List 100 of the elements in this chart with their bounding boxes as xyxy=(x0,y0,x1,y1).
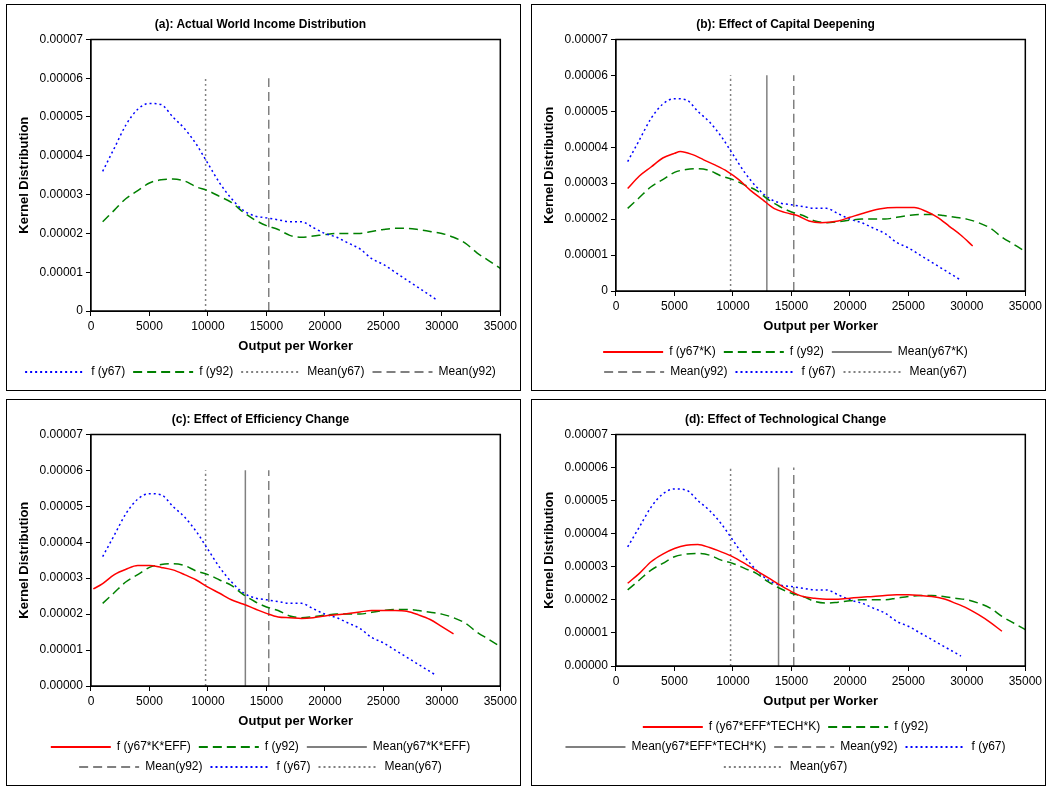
y-tick-label: 0.00002 xyxy=(39,225,84,240)
y-tick-label: 0.00006 xyxy=(564,67,609,82)
line-series xyxy=(626,552,1026,631)
x-tick-label: 25000 xyxy=(891,298,926,313)
y-axis-title: Kernel Distribution xyxy=(541,106,557,224)
y-axis-title: Kernel Distribution xyxy=(16,116,32,234)
x-tick-label: 30000 xyxy=(950,673,984,688)
x-tick-label: 5000 xyxy=(661,673,689,688)
legend-label: f (y67*K*EFF) xyxy=(116,739,191,754)
legend-label: f (y92) xyxy=(264,739,299,754)
line-series xyxy=(92,564,455,635)
chart-title: (c): Effect of Efficiency Change xyxy=(171,411,350,426)
legend-label: f (y92) xyxy=(789,344,824,359)
x-axis-title: Output per Worker xyxy=(238,712,353,728)
x-tick-label: 35000 xyxy=(483,693,518,708)
line-series xyxy=(101,178,501,270)
x-tick-label: 20000 xyxy=(833,673,867,688)
y-tick-label: 0.00003 xyxy=(39,570,84,585)
x-tick-label: 5000 xyxy=(661,298,689,313)
y-tick-label: 0.00003 xyxy=(564,559,609,574)
y-tick-label: 0.00000 xyxy=(564,658,609,673)
legend-label: f (y67) xyxy=(91,364,126,379)
x-tick-label: 5000 xyxy=(136,693,164,708)
x-tick-label: 35000 xyxy=(483,318,518,333)
legend-label: Mean(y67*K*EFF) xyxy=(372,739,471,754)
legend-label: Mean(y67*EFF*TECH*K) xyxy=(631,739,767,754)
x-tick-label: 15000 xyxy=(774,673,809,688)
x-axis-title: Output per Worker xyxy=(238,337,353,353)
x-tick-label: 15000 xyxy=(774,298,809,313)
y-axis-title: Kernel Distribution xyxy=(541,491,557,609)
x-tick-label: 15000 xyxy=(249,318,284,333)
x-tick-label: 0 xyxy=(87,318,95,333)
line-series xyxy=(626,97,962,281)
y-tick-label: 0.00003 xyxy=(564,175,609,190)
legend-label: Mean(y92) xyxy=(840,739,898,754)
y-tick-label: 0.00001 xyxy=(564,247,609,262)
y-tick-label: 0.00006 xyxy=(39,462,84,477)
x-tick-label: 5000 xyxy=(136,318,164,333)
legend-label: f (y92) xyxy=(894,719,929,734)
y-tick-label: 0.00006 xyxy=(564,459,609,474)
chart-title: (b): Effect of Capital Deepening xyxy=(696,16,875,31)
line-series xyxy=(101,102,437,301)
x-tick-label: 30000 xyxy=(950,298,984,313)
x-tick-label: 35000 xyxy=(1008,298,1043,313)
line-series xyxy=(626,543,1003,633)
x-tick-label: 10000 xyxy=(716,298,750,313)
chart-title: (d): Effect of Technological Change xyxy=(684,411,887,426)
y-tick-label: 0.00001 xyxy=(564,625,609,640)
y-tick-label: 0.00000 xyxy=(39,678,84,693)
x-tick-label: 20000 xyxy=(308,693,342,708)
y-tick-label: 0.00005 xyxy=(564,492,609,507)
x-tick-label: 0 xyxy=(612,673,620,688)
x-tick-label: 15000 xyxy=(249,693,284,708)
legend-label: Mean(y67) xyxy=(789,759,848,774)
y-tick-label: 0.00004 xyxy=(39,148,84,163)
x-tick-label: 25000 xyxy=(366,318,401,333)
legend-label: Mean(y92) xyxy=(145,759,203,774)
y-tick-label: 0.00007 xyxy=(39,31,84,46)
x-tick-label: 25000 xyxy=(366,693,401,708)
y-tick-label: 0.00004 xyxy=(39,534,84,549)
y-tick-label: 0.00004 xyxy=(564,525,609,540)
x-tick-label: 0 xyxy=(612,298,620,313)
x-tick-label: 20000 xyxy=(833,298,867,313)
y-tick-label: 0.00007 xyxy=(39,426,84,441)
y-tick-label: 0 xyxy=(601,283,609,298)
legend-label: f (y67) xyxy=(276,759,311,774)
x-tick-label: 20000 xyxy=(308,318,342,333)
x-tick-label: 25000 xyxy=(891,673,926,688)
y-tick-label: 0.00002 xyxy=(564,592,609,607)
legend-label: Mean(y67) xyxy=(909,364,967,379)
legend-label: Mean(y92) xyxy=(670,364,728,379)
y-tick-label: 0.00007 xyxy=(564,31,609,46)
y-tick-label: 0.00006 xyxy=(39,70,84,85)
legend-label: f (y92) xyxy=(199,364,234,379)
y-tick-label: 0.00005 xyxy=(564,103,609,118)
y-tick-label: 0.00005 xyxy=(39,498,84,513)
x-axis-title: Output per Worker xyxy=(763,692,878,708)
y-tick-label: 0.00003 xyxy=(39,186,84,201)
chart-title: (a): Actual World Income Distribution xyxy=(154,16,367,31)
x-tick-label: 30000 xyxy=(425,318,459,333)
y-tick-label: 0.00004 xyxy=(564,139,609,154)
x-axis-title: Output per Worker xyxy=(763,317,878,333)
legend-label: Mean(y67) xyxy=(307,364,365,379)
x-tick-label: 10000 xyxy=(191,318,225,333)
legend-label: Mean(y67) xyxy=(384,759,442,774)
legend-label: Mean(y67*K) xyxy=(897,344,968,359)
x-tick-label: 10000 xyxy=(716,673,750,688)
line-series xyxy=(101,492,437,676)
y-tick-label: 0.00002 xyxy=(39,606,84,621)
y-tick-label: 0.00001 xyxy=(39,264,84,279)
line-series xyxy=(626,488,962,657)
y-axis-title: Kernel Distribution xyxy=(16,501,32,619)
legend-label: f (y67*EFF*TECH*K) xyxy=(708,719,821,734)
x-tick-label: 10000 xyxy=(191,693,225,708)
legend-label: f (y67) xyxy=(971,739,1006,754)
legend-label: Mean(y92) xyxy=(438,364,496,379)
x-tick-label: 30000 xyxy=(425,693,459,708)
line-series xyxy=(626,150,974,247)
y-tick-label: 0.00002 xyxy=(564,211,609,226)
y-tick-label: 0.00005 xyxy=(39,109,84,124)
